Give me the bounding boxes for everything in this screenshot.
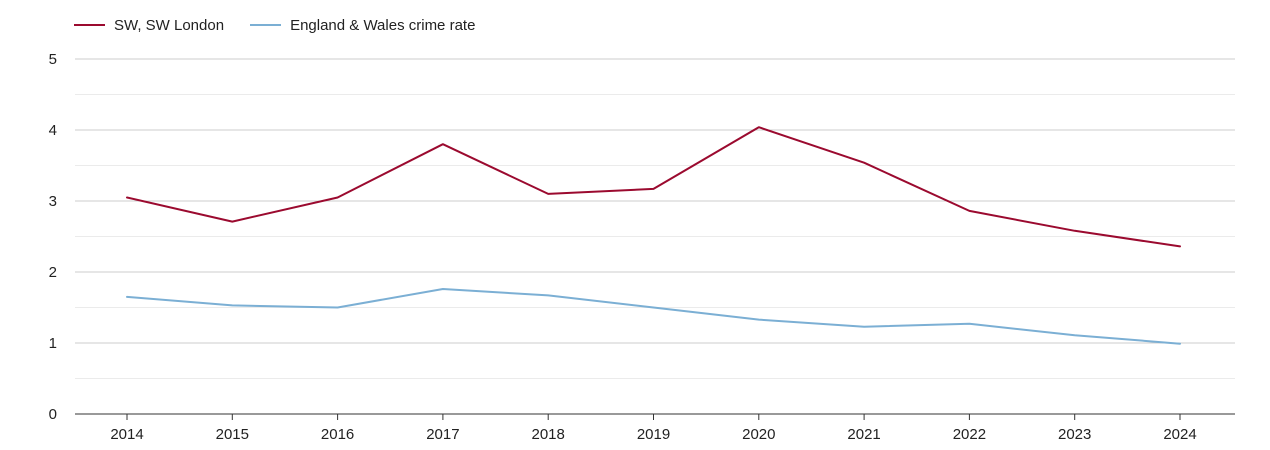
x-tick-label: 2014 — [110, 426, 143, 443]
y-tick-label: 2 — [49, 264, 57, 281]
x-tick-label: 2016 — [321, 426, 354, 443]
legend-item-sw-london[interactable]: SW, SW London — [74, 17, 224, 34]
x-tick-label: 2023 — [1058, 426, 1091, 443]
x-tick-label: 2015 — [216, 426, 249, 443]
y-tick-label: 0 — [49, 406, 57, 423]
y-tick-label: 3 — [49, 193, 57, 210]
legend-item-england-wales[interactable]: England & Wales crime rate — [250, 17, 475, 34]
x-tick-label: 2020 — [742, 426, 775, 443]
y-tick-label: 5 — [49, 51, 57, 68]
legend-label-england-wales: England & Wales crime rate — [290, 16, 476, 34]
series-line-england-wales[interactable] — [126, 288, 1181, 345]
chart-legend: SW, SW London England & Wales crime rate — [74, 14, 475, 36]
x-tick-label: 2024 — [1163, 426, 1196, 443]
x-tick-label: 2017 — [426, 426, 459, 443]
x-tick-label: 2018 — [532, 426, 565, 443]
y-axis: 0 1 2 3 4 5 — [49, 51, 57, 423]
y-tick-label: 1 — [49, 335, 57, 352]
x-tick-label: 2019 — [637, 426, 670, 443]
series-line-sw-london[interactable] — [126, 126, 1181, 248]
legend-swatch-sw-london — [74, 24, 105, 26]
x-axis: 2014 2015 2016 2017 2018 2019 2020 2021 2022 2023… — [75, 413, 1235, 443]
legend-swatch-england-wales — [250, 24, 282, 26]
y-tick-label: 4 — [49, 122, 57, 139]
x-tick-label: 2021 — [847, 426, 880, 443]
x-tick-label: 2022 — [953, 426, 986, 443]
legend-label-sw-london: SW, SW London — [114, 16, 225, 34]
series-lines — [126, 126, 1181, 345]
